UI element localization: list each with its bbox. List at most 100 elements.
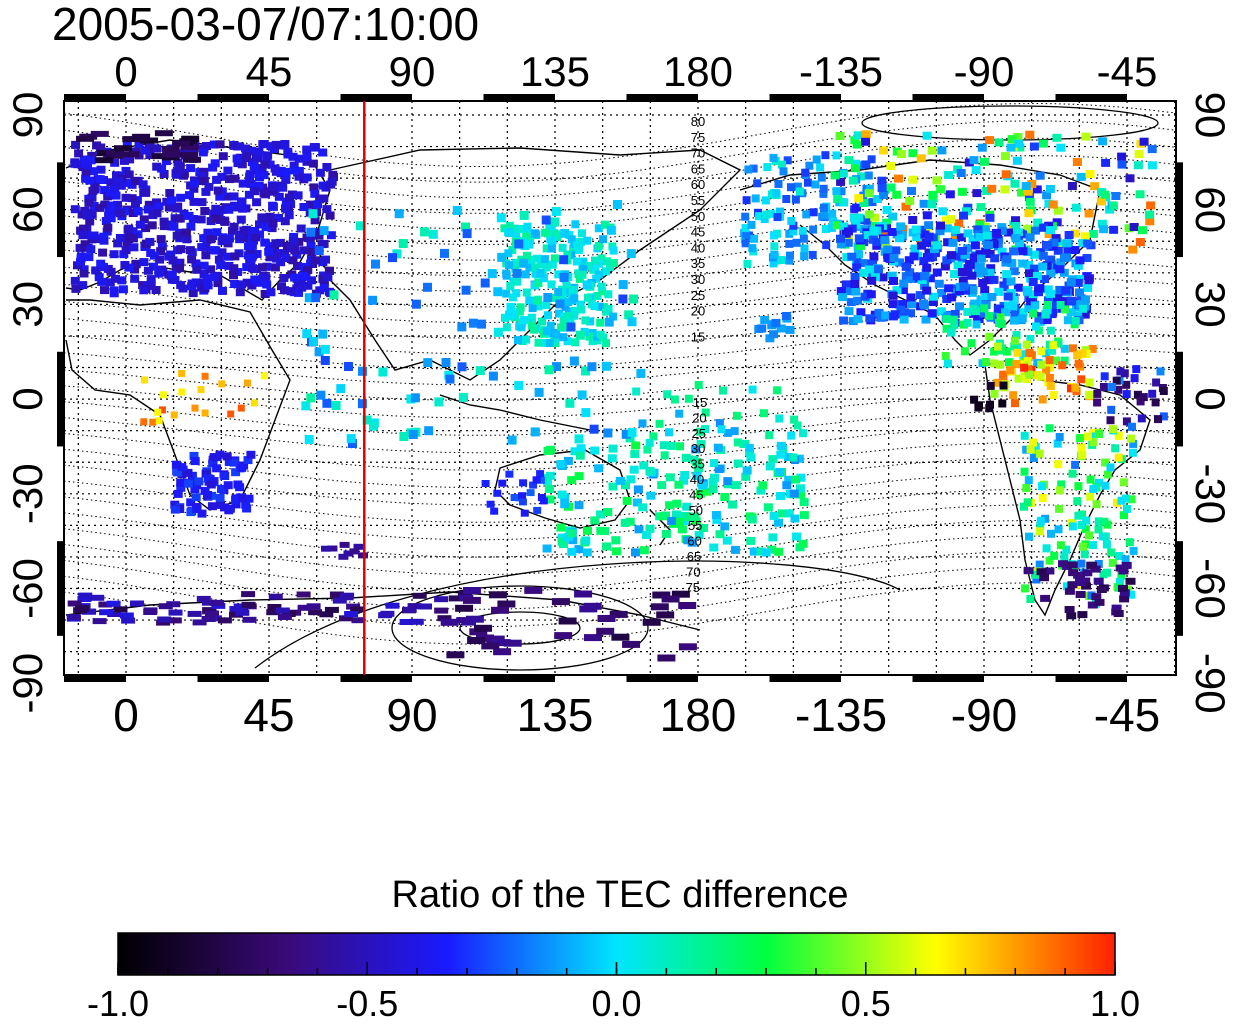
tec-data-cell	[1068, 569, 1079, 577]
tec-data-cell	[590, 446, 600, 455]
tec-data-cell	[511, 264, 520, 273]
tec-data-cell	[1046, 326, 1055, 335]
tec-data-cell	[548, 260, 557, 269]
tec-data-cell	[837, 187, 846, 196]
tec-data-cell	[237, 197, 247, 206]
tec-data-cell	[559, 293, 568, 302]
tec-data-cell	[790, 514, 800, 523]
tec-data-cell	[1071, 203, 1081, 212]
tec-data-cell	[173, 468, 182, 477]
tec-data-cell	[197, 177, 207, 185]
tec-data-cell	[758, 481, 768, 490]
tec-data-cell	[883, 245, 893, 254]
tec-data-cell	[84, 253, 94, 262]
tec-data-cell	[957, 268, 967, 276]
tec-data-cell	[799, 234, 808, 243]
tec-data-cell	[746, 453, 756, 462]
tec-data-cell	[594, 464, 604, 473]
left-tick-label: 30	[4, 281, 51, 328]
tec-data-cell	[128, 227, 138, 236]
tec-data-cell	[1088, 345, 1097, 353]
tec-data-cell	[963, 264, 973, 273]
tec-data-cell	[769, 511, 779, 520]
tec-data-cell	[992, 228, 1001, 237]
tec-data-cell	[320, 356, 330, 365]
tec-data-cell	[318, 148, 328, 157]
tec-data-cell	[850, 164, 860, 173]
tec-data-cell	[1119, 595, 1130, 603]
tec-data-cell	[210, 159, 220, 168]
tec-data-cell	[770, 231, 779, 240]
tec-data-cell	[985, 268, 995, 277]
tec-data-cell	[861, 137, 870, 146]
tec-data-cell	[412, 592, 427, 599]
tec-data-cell	[242, 278, 252, 287]
tec-data-cell	[1129, 223, 1139, 231]
tec-data-cell	[874, 265, 884, 274]
top-tick-label: -90	[954, 48, 1015, 95]
tec-data-cell	[618, 280, 628, 290]
tec-data-cell	[784, 509, 794, 518]
tec-data-cell	[746, 536, 756, 545]
tec-data-cell	[848, 317, 858, 326]
tec-data-cell	[1073, 311, 1083, 320]
tec-data-cell	[99, 236, 109, 245]
tec-data-cell	[276, 166, 286, 175]
tec-data-cell	[944, 359, 952, 368]
tec-data-cell	[1010, 342, 1019, 351]
tec-data-cell	[106, 178, 116, 187]
tec-data-cell	[1020, 502, 1028, 511]
tec-data-cell	[263, 151, 273, 160]
tec-data-cell	[156, 247, 166, 256]
tec-data-cell	[982, 186, 992, 195]
tec-data-cell	[857, 172, 866, 181]
tec-data-cell	[1050, 551, 1059, 560]
tec-data-cell	[927, 309, 937, 318]
tec-data-cell	[243, 456, 253, 465]
tec-data-cell	[597, 254, 606, 263]
tec-data-cell	[88, 186, 98, 195]
tec-data-cell	[152, 144, 162, 153]
tec-data-cell	[146, 249, 156, 257]
tec-data-cell	[508, 293, 517, 302]
tec-data-cell	[233, 603, 248, 610]
tec-data-cell	[1147, 161, 1157, 170]
tec-data-cell	[324, 287, 334, 296]
tec-data-cell	[639, 546, 649, 555]
tec-data-cell	[294, 172, 304, 181]
tec-data-cell	[407, 603, 422, 610]
tec-data-cell	[856, 161, 865, 170]
tec-data-cell	[1035, 449, 1044, 458]
tec-data-cell	[901, 202, 911, 211]
tec-data-cell	[1083, 432, 1092, 441]
tec-data-cell	[867, 259, 877, 268]
tec-data-cell	[799, 429, 808, 438]
tec-data-cell	[143, 266, 153, 275]
tec-data-cell	[542, 244, 551, 253]
tec-data-cell	[892, 286, 902, 295]
tec-data-cell	[1023, 567, 1034, 575]
tec-data-cell	[1129, 546, 1138, 555]
tec-data-cell	[308, 209, 318, 219]
tec-data-cell	[488, 591, 507, 599]
tec-data-cell	[508, 309, 517, 318]
tec-data-cell	[531, 269, 540, 278]
tec-data-cell	[575, 451, 585, 460]
tec-data-cell	[339, 615, 353, 622]
tec-data-cell	[876, 313, 886, 322]
tec-data-cell	[892, 190, 902, 199]
tec-data-cell	[638, 503, 648, 512]
tec-data-cell	[741, 212, 750, 221]
tec-data-cell	[649, 432, 658, 441]
tec-data-cell	[504, 228, 514, 238]
tec-data-cell	[1014, 139, 1024, 148]
tec-data-cell	[209, 273, 219, 282]
tec-data-cell	[596, 510, 606, 519]
tec-data-cell	[201, 251, 211, 260]
tec-data-cell	[161, 146, 180, 152]
tec-data-cell	[215, 140, 225, 149]
tec-data-cell	[190, 485, 200, 493]
tec-data-cell	[247, 281, 257, 290]
contour-label-north: 20	[691, 304, 705, 319]
